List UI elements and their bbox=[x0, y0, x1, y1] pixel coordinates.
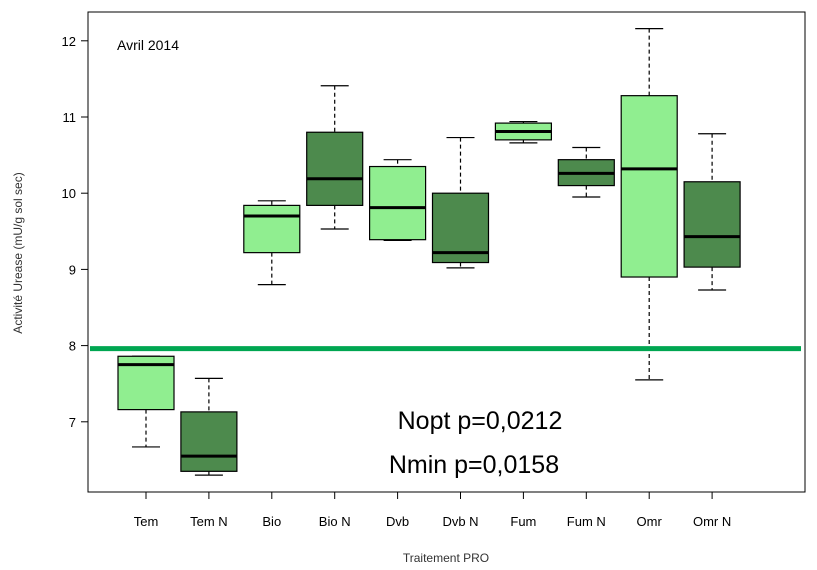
box-fum-n bbox=[557, 146, 615, 198]
box-fum bbox=[494, 120, 552, 144]
box-iqr bbox=[243, 204, 301, 254]
box-dvb-n bbox=[431, 136, 490, 269]
box-series bbox=[117, 28, 741, 476]
x-tick-label: Dvb bbox=[386, 514, 409, 529]
box-dvb bbox=[369, 159, 427, 242]
x-tick-label: Omr N bbox=[693, 514, 731, 529]
y-axis-title: Activité Urease (mU/g sol sec) bbox=[11, 172, 25, 333]
x-tick-label: Tem N bbox=[190, 514, 228, 529]
x-tick-label: Tem bbox=[134, 514, 159, 529]
y-tick-label: 7 bbox=[69, 415, 76, 430]
x-tick-label: Fum bbox=[510, 514, 536, 529]
y-tick-label: 12 bbox=[62, 34, 76, 49]
x-tick-label: Fum N bbox=[567, 514, 606, 529]
panel-title: Avril 2014 bbox=[117, 37, 179, 53]
y-tick-label: 10 bbox=[62, 186, 76, 201]
x-axis: Tem Tem N Bio Bio N Dvb Dvb N Fum Fum N Omr Omr N bbox=[134, 492, 731, 529]
box-iqr bbox=[620, 95, 678, 278]
box-omr-n bbox=[683, 133, 741, 291]
plot-frame bbox=[87, 11, 806, 493]
box-iqr bbox=[369, 165, 427, 241]
annotation-nopt: Nopt p=0,0212 bbox=[398, 407, 563, 435]
x-tick-label: Dvb N bbox=[442, 514, 478, 529]
box-bio-n bbox=[306, 85, 364, 230]
box-tem-n bbox=[180, 377, 238, 476]
y-axis: 7 8 9 10 11 12 bbox=[62, 34, 88, 430]
annotation-nmin: Nmin p=0,0158 bbox=[389, 451, 559, 479]
y-tick-label: 8 bbox=[69, 339, 76, 354]
y-tick-label: 9 bbox=[69, 262, 76, 277]
box-iqr bbox=[306, 131, 364, 206]
x-tick-label: Bio bbox=[262, 514, 281, 529]
y-tick-label: 11 bbox=[63, 110, 77, 125]
x-tick-label: Bio N bbox=[319, 514, 351, 529]
box-omr bbox=[620, 28, 678, 381]
box-tem bbox=[117, 355, 175, 448]
box-bio bbox=[243, 200, 301, 286]
x-axis-title: Traitement PRO bbox=[403, 551, 489, 565]
x-tick-label: Omr bbox=[637, 514, 663, 529]
box-iqr bbox=[431, 192, 490, 264]
box-iqr bbox=[683, 181, 741, 268]
box-iqr bbox=[180, 411, 238, 472]
